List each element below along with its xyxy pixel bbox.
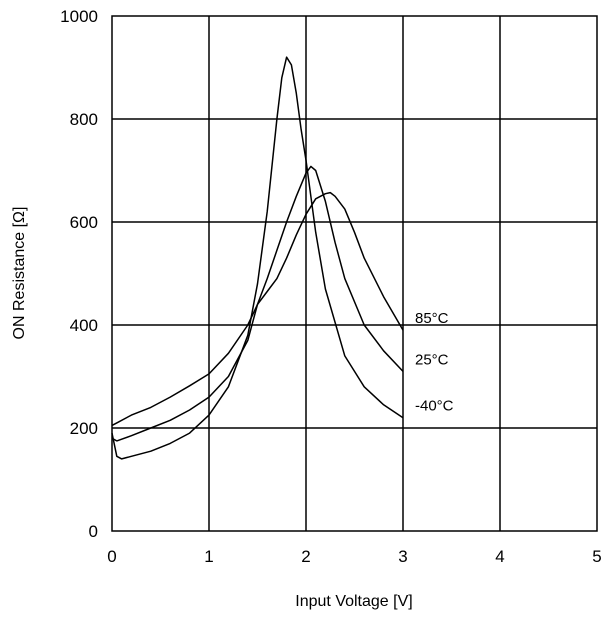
x-tick-label: 0 xyxy=(107,547,116,566)
y-tick-label: 0 xyxy=(89,522,98,541)
y-tick-label: 200 xyxy=(70,419,98,438)
grid-layer xyxy=(112,16,597,531)
y-tick-label: 1000 xyxy=(60,7,98,26)
x-tick-label: 4 xyxy=(495,547,504,566)
plot-frame xyxy=(111,15,598,532)
y-tick-labels: 0 200 400 600 800 1000 xyxy=(60,7,98,541)
x-axis-title: Input Voltage [V] xyxy=(295,593,412,610)
series-labels: 85°C 25°C -40°C xyxy=(415,310,454,415)
series-line--40c xyxy=(111,56,404,460)
y-axis-title: ON Resistance [Ω] xyxy=(11,207,28,340)
series-label--40c: -40°C xyxy=(415,398,454,415)
x-tick-label: 2 xyxy=(301,547,310,566)
series-line-25c xyxy=(111,165,404,442)
y-tick-label: 800 xyxy=(70,110,98,129)
series-label-85c: 85°C xyxy=(415,310,449,327)
series-layer xyxy=(111,56,404,460)
x-tick-label: 1 xyxy=(204,547,213,566)
series-line-85c xyxy=(111,191,404,427)
series-label-25c: 25°C xyxy=(415,351,449,368)
x-tick-label: 5 xyxy=(592,547,601,566)
x-tick-labels: 0 1 2 3 4 5 xyxy=(107,547,601,566)
x-tick-label: 3 xyxy=(398,547,407,566)
y-tick-label: 400 xyxy=(70,316,98,335)
y-tick-label: 600 xyxy=(70,213,98,232)
